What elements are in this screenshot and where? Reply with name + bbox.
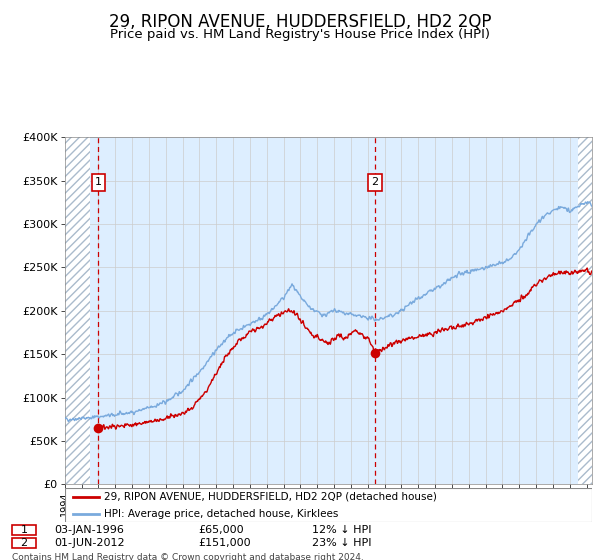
FancyBboxPatch shape (65, 488, 592, 522)
Bar (578, 137, 592, 484)
Text: 2: 2 (371, 178, 379, 188)
Bar (65, 137, 90, 484)
Text: 29, RIPON AVENUE, HUDDERSFIELD, HD2 2QP (detached house): 29, RIPON AVENUE, HUDDERSFIELD, HD2 2QP … (104, 492, 437, 502)
Text: Contains HM Land Registry data © Crown copyright and database right 2024.
This d: Contains HM Land Registry data © Crown c… (12, 553, 364, 560)
Text: 1: 1 (95, 178, 102, 188)
Text: 2: 2 (20, 538, 28, 548)
Text: £65,000: £65,000 (198, 525, 244, 535)
Text: 1: 1 (20, 525, 28, 535)
Text: 12% ↓ HPI: 12% ↓ HPI (312, 525, 371, 535)
Text: £151,000: £151,000 (198, 538, 251, 548)
Text: Price paid vs. HM Land Registry's House Price Index (HPI): Price paid vs. HM Land Registry's House … (110, 28, 490, 41)
Text: 23% ↓ HPI: 23% ↓ HPI (312, 538, 371, 548)
Text: 03-JAN-1996: 03-JAN-1996 (54, 525, 124, 535)
Text: 29, RIPON AVENUE, HUDDERSFIELD, HD2 2QP: 29, RIPON AVENUE, HUDDERSFIELD, HD2 2QP (109, 13, 491, 31)
Text: 01-JUN-2012: 01-JUN-2012 (54, 538, 125, 548)
Text: HPI: Average price, detached house, Kirklees: HPI: Average price, detached house, Kirk… (104, 508, 338, 519)
